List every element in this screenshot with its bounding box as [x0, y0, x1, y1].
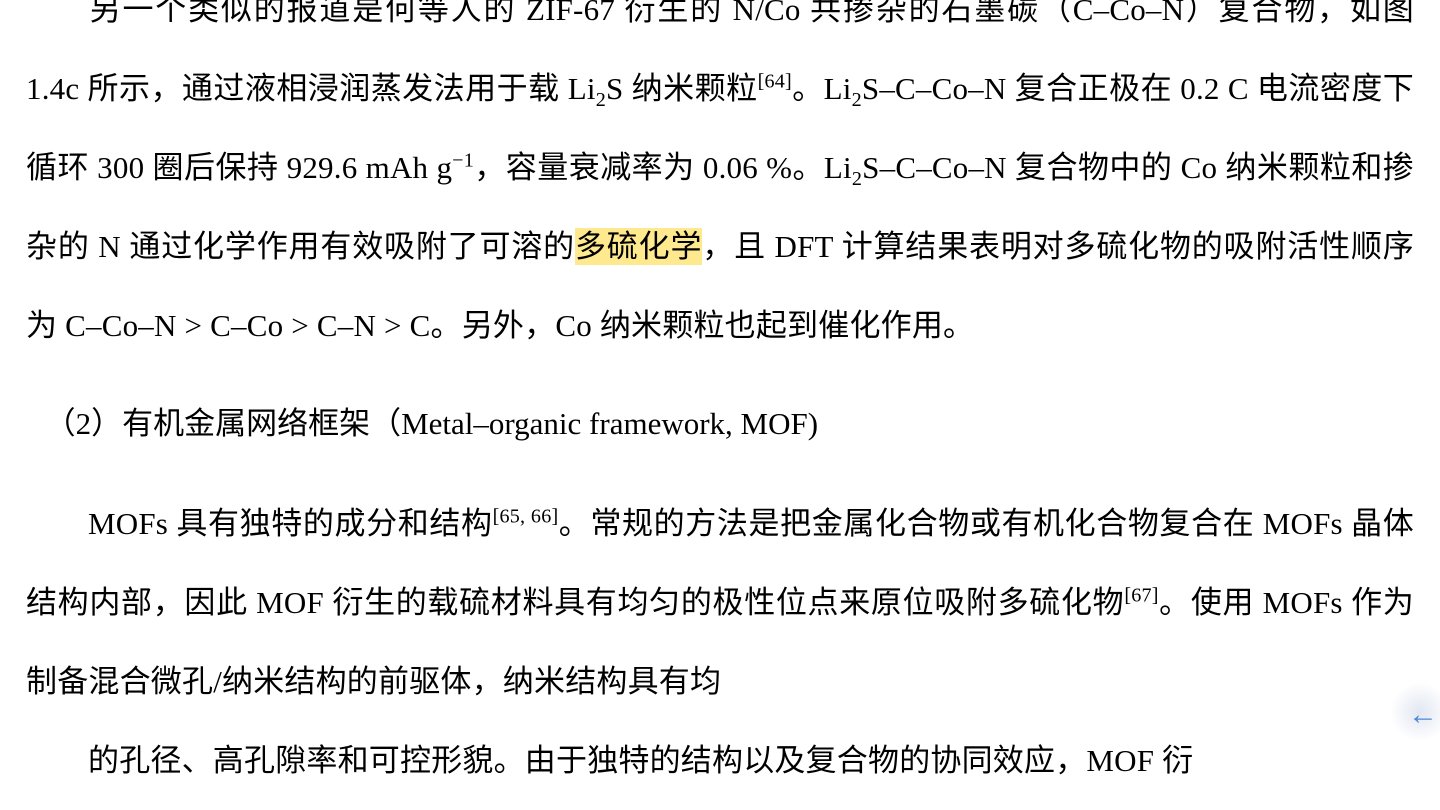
paragraph-1: 另一个类似的报道是何等人的 ZIF-67 衍生的 N/Co 共掺杂的石墨碳（C–… [26, 0, 1414, 365]
subscript-2: 2 [596, 89, 606, 111]
subscript-2: 2 [852, 168, 862, 190]
document-page: 另一个类似的报道是何等人的 ZIF-67 衍生的 N/Co 共掺杂的石墨碳（C–… [0, 0, 1440, 780]
p2-text-a: MOFs 具有独特的成分和结构 [88, 506, 493, 541]
p1-text-c: 。Li [792, 71, 852, 106]
p2-cutoff-text: 的孔径、高孔隙率和可控形貌。由于独特的结构以及复合物的协同效应，MOF 衍 [88, 743, 1193, 778]
p1-text-b: S 纳米颗粒 [606, 71, 758, 106]
p1-text-e: ，容量衰减率为 0.06 %。Li [474, 150, 852, 185]
section-label: （2）有机金属网络框架（Metal–organic framework, MOF… [45, 406, 818, 441]
exponent-neg1: −1 [452, 150, 474, 172]
section-heading-2: （2）有机金属网络框架（Metal–organic framework, MOF… [26, 387, 1414, 461]
subscript-2: 2 [852, 89, 862, 111]
citation-64: [64] [758, 71, 792, 93]
paragraph-2-cutoff: 的孔径、高孔隙率和可控形貌。由于独特的结构以及复合物的协同效应，MOF 衍 [26, 721, 1414, 800]
citation-65-66: [65, 66] [493, 505, 559, 527]
citation-67: [67] [1124, 584, 1158, 606]
highlighted-term[interactable]: 多硫化学 [575, 228, 702, 265]
paragraph-2: MOFs 具有独特的成分和结构[65, 66]。常规的方法是把金属化合物或有机化… [26, 484, 1414, 721]
